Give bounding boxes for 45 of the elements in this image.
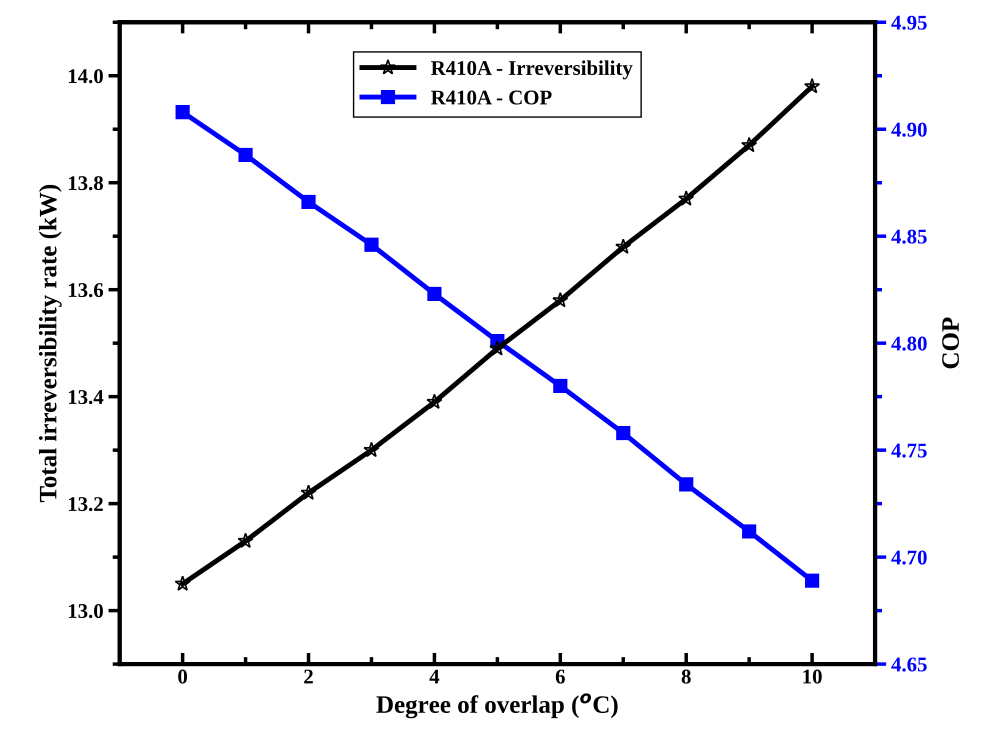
point bbox=[363, 442, 380, 458]
point bbox=[489, 340, 506, 356]
point bbox=[364, 238, 379, 252]
y2-tick-label: 4.70 bbox=[891, 550, 927, 565]
x-tick-label: 6 bbox=[556, 670, 565, 684]
point bbox=[616, 426, 630, 440]
x-tick-label: 8 bbox=[682, 670, 691, 684]
point bbox=[300, 484, 317, 500]
y2-tick-label: 4.80 bbox=[891, 336, 927, 351]
point bbox=[741, 136, 758, 152]
y-tick-label: 14.0 bbox=[68, 69, 103, 84]
point bbox=[176, 105, 190, 120]
point bbox=[742, 524, 756, 539]
y-tick-label: 13.8 bbox=[68, 176, 104, 190]
y-axis-title: Total irreversibility rate (kW) bbox=[38, 184, 62, 502]
point bbox=[615, 238, 632, 254]
x-tick-label: 2 bbox=[304, 670, 313, 684]
y2-tick-label: 4.65 bbox=[891, 658, 927, 672]
point bbox=[805, 574, 820, 588]
y2-tick-label: 4.90 bbox=[891, 122, 927, 137]
point bbox=[552, 292, 568, 308]
y-tick-label: 13.6 bbox=[68, 283, 104, 298]
y2-tick-label: 4.75 bbox=[891, 444, 927, 458]
point bbox=[174, 575, 191, 591]
point bbox=[237, 532, 254, 548]
point bbox=[679, 477, 694, 492]
point bbox=[238, 148, 253, 162]
x-tick-label: 4 bbox=[430, 670, 440, 684]
y2-axis-title: COP bbox=[942, 317, 959, 368]
legend-label: R410A - COP bbox=[431, 90, 552, 105]
point bbox=[426, 394, 443, 410]
legend-label: R410A - Irreversibility bbox=[431, 60, 633, 80]
point bbox=[427, 286, 442, 302]
x-axis-title: Degree of overlap ($^{o}$C) bbox=[376, 693, 618, 718]
point bbox=[301, 194, 316, 210]
point bbox=[804, 78, 820, 94]
point bbox=[553, 378, 568, 394]
x-tick-label: 10 bbox=[803, 670, 822, 684]
point bbox=[678, 190, 694, 206]
y-tick-label: 13.2 bbox=[68, 497, 103, 512]
y-tick-label: 13.0 bbox=[68, 604, 103, 618]
y-tick-label: 13.4 bbox=[68, 390, 104, 404]
y2-tick-label: 4.85 bbox=[891, 230, 927, 244]
x-tick-label: 0 bbox=[178, 670, 188, 684]
y2-tick-label: 4.95 bbox=[891, 16, 927, 30]
